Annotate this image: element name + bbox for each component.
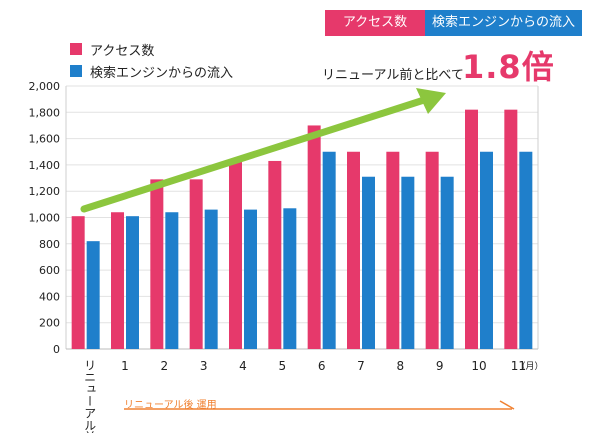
bar-search: [362, 176, 375, 349]
bar-access: [347, 151, 360, 349]
x-tick-label: 9: [436, 359, 444, 373]
y-tick-label: 1,000: [29, 212, 61, 225]
x-unit-label: （月）: [516, 361, 543, 372]
bar-access: [307, 125, 321, 349]
x-tick-label: 5: [279, 359, 287, 373]
ops-arrow-head: [499, 400, 515, 410]
y-tick-label: 1,600: [29, 133, 61, 146]
bar-access: [111, 212, 124, 349]
bar-access: [71, 216, 85, 349]
legend-swatch-access: [70, 43, 82, 55]
y-tick-label: 800: [39, 238, 60, 251]
trend-arrow-shaft: [80, 96, 428, 213]
bar-access: [229, 160, 242, 349]
bar-access: [504, 109, 518, 349]
bar-access: [425, 151, 439, 349]
y-tick-label: 2,000: [29, 80, 61, 93]
legend-label-access: アクセス数: [90, 43, 155, 59]
legend-tag-search: 検索エンジンからの流入: [425, 10, 582, 36]
ops-period-label: リニューアル後 運用: [124, 400, 217, 411]
bar-search: [165, 212, 179, 349]
bar-search: [204, 209, 218, 349]
x-tick-label: 8: [397, 359, 405, 373]
x-tick-label: 10: [471, 359, 486, 373]
y-tick-label: 0: [53, 343, 60, 356]
bar-search: [480, 151, 493, 349]
bar-search: [126, 216, 139, 349]
x-tick-label: 4: [239, 359, 247, 373]
bar-access: [465, 109, 478, 349]
bar-search: [244, 209, 257, 349]
x-tick-label: リニューアル前: [83, 359, 97, 433]
x-tick-label: 2: [161, 359, 169, 373]
legend-swatch-search: [70, 65, 82, 77]
bar-search: [322, 151, 336, 349]
growth-figure: 1.8倍: [462, 48, 555, 86]
bar-access: [189, 179, 203, 349]
y-tick-label: 600: [39, 264, 60, 277]
y-tick-label: 1,400: [29, 159, 61, 172]
x-tick-label: 11: [511, 359, 526, 373]
y-tick-label: 1,800: [29, 106, 61, 119]
bar-search: [86, 241, 100, 349]
chart-legend: アクセス数 検索エンジンからの流入: [70, 38, 233, 82]
x-tick-label: 3: [200, 359, 208, 373]
comparison-note: リニューアル前と比べて: [322, 68, 464, 83]
y-tick-label: 400: [39, 290, 60, 303]
bar-search: [401, 176, 415, 349]
x-tick-label: 6: [318, 359, 326, 373]
bar-access: [268, 160, 282, 349]
x-tick-label: 7: [357, 359, 365, 373]
legend-item-access: アクセス数: [70, 38, 233, 60]
y-tick-label: 1,200: [29, 185, 61, 198]
bar-search: [440, 176, 454, 349]
legend-tag-access: アクセス数: [325, 10, 425, 36]
y-tick-label: 200: [39, 317, 60, 330]
legend-label-search: 検索エンジンからの流入: [90, 65, 234, 81]
bar-access: [386, 151, 400, 349]
bar-access: [150, 179, 164, 349]
legend-item-search: 検索エンジンからの流入: [70, 60, 233, 82]
trend-arrow-head: [416, 88, 446, 114]
bar-search: [283, 208, 297, 349]
x-tick-label: 1: [121, 359, 129, 373]
bar-search: [519, 151, 533, 349]
